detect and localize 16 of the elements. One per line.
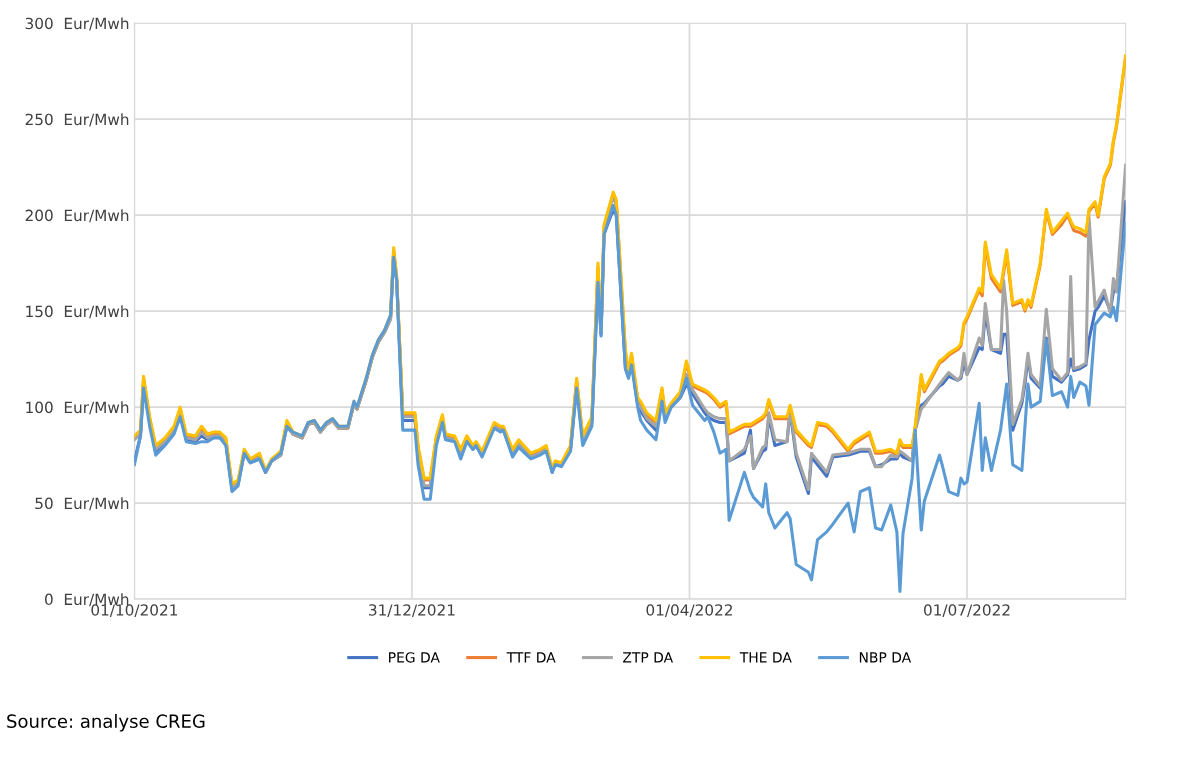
legend-label: ZTP DA [623, 652, 674, 663]
x-tick-label: 01/07/2022 [923, 604, 1010, 617]
y-tick-label: 50 Eur/Mwh [35, 497, 129, 511]
line-series [134, 204, 1126, 593]
legend-label: TTF DA [506, 652, 556, 663]
y-tick-label: 200 Eur/Mwh [25, 209, 129, 223]
legend-label: NBP DA [859, 652, 912, 663]
y-tick-label: 100 Eur/Mwh [26, 401, 129, 415]
source-note: Source: analyse CREG [7, 714, 205, 732]
x-tick-label: 31/12/2021 [369, 604, 455, 617]
y-tick-label: 300 Eur/Mwh [25, 17, 129, 31]
y-tick-label: 150 Eur/Mwh [26, 305, 129, 319]
legend-label: THE DA [739, 652, 792, 663]
x-tick-label: 01/04/2022 [646, 604, 732, 617]
y-tick-label: 250 Eur/Mwh [25, 113, 129, 127]
legend-label: PEG DA [389, 652, 440, 663]
